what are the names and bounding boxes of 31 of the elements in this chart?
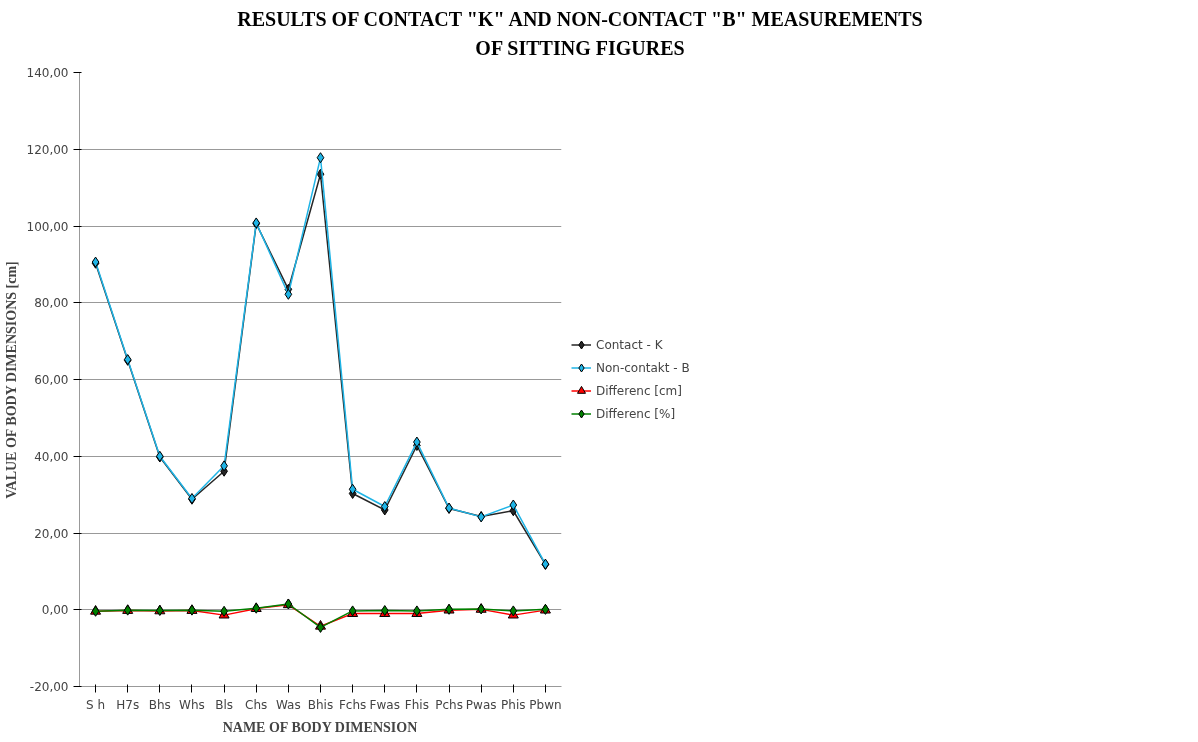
x-tick-label: Fhis: [404, 697, 429, 712]
x-tick-label: Bhs: [148, 697, 171, 712]
y-tick-label: 80,00: [34, 296, 69, 311]
y-axis-title: VALUE OF BODY DIMENSIONS [cm]: [3, 261, 19, 499]
chart-title: RESULTS OF CONTACT "K" AND NON-CONTACT "B" MEASUREMENTS OF SITTING FIGURES: [237, 7, 923, 61]
x-axis-title: NAME OF BODY DIMENSION: [222, 719, 418, 735]
x-tick-label: Bls: [215, 697, 234, 712]
legend-label: Differenc [%]: [596, 406, 676, 421]
x-tick-label: Bhis: [307, 697, 334, 712]
y-tick-label: 0,00: [41, 603, 69, 618]
legend-label: Non-contakt - B: [596, 360, 690, 375]
x-tick-label: Chs: [245, 697, 268, 712]
y-tick-label: 140,00: [26, 66, 69, 81]
legend-label: Contact - K: [596, 337, 663, 352]
legend-label: Differenc [cm]: [596, 383, 682, 398]
x-tick-label: Pchs: [435, 697, 463, 712]
x-tick-label: Was: [276, 697, 301, 712]
x-tick-label: Pwas: [465, 697, 497, 712]
y-tick-label: 60,00: [34, 373, 69, 388]
x-tick-label: Pbwn: [529, 697, 562, 712]
y-tick-label: 40,00: [34, 449, 69, 464]
x-tick-label: Fchs: [338, 697, 367, 712]
x-tick-label: H7s: [116, 697, 140, 712]
y-tick-label: 20,00: [34, 526, 69, 541]
x-tick-label: Fwas: [369, 697, 400, 712]
x-tick-label: Whs: [179, 697, 205, 712]
x-tick-label: S h: [86, 697, 106, 712]
y-tick-label: -20,00: [29, 680, 69, 695]
y-tick-label: 100,00: [26, 219, 69, 234]
x-tick-label: Phis: [501, 697, 526, 712]
y-tick-label: 120,00: [26, 142, 69, 157]
